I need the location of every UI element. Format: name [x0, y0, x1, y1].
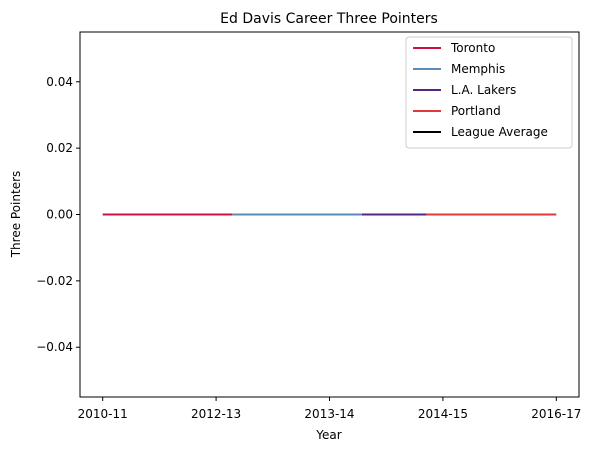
legend-frame: [405, 36, 573, 149]
x-tick-label: 2016-17: [531, 407, 581, 421]
x-tick-label: 2012-13: [191, 407, 241, 421]
plot-area-frame: [79, 31, 580, 398]
legend: Toronto Memphis L.A. Lakers Portland League …: [405, 36, 573, 149]
x-tick-label: 2010-11: [78, 407, 128, 421]
legend-label: Portland: [451, 104, 501, 118]
x-tick-label: 2014-15: [418, 407, 468, 421]
legend-entry: Portland: [413, 104, 501, 118]
x-axis-ticks: 2010-11 2012-13 2013-14 2014-15 2016-17: [78, 397, 581, 421]
chart-title: Ed Davis Career Three Pointers: [220, 11, 438, 27]
legend-label: L.A. Lakers: [451, 83, 516, 97]
legend-label: Memphis: [451, 62, 505, 76]
y-tick-label: 0.00: [46, 208, 73, 222]
y-axis-ticks: 0.04 0.02 0.00 −0.02 −0.04: [36, 75, 80, 354]
y-tick-label: 0.02: [46, 141, 73, 155]
y-tick-label: −0.02: [36, 274, 73, 288]
legend-entry: L.A. Lakers: [413, 83, 516, 97]
legend-label: League Average: [451, 125, 548, 139]
legend-entries: Toronto Memphis L.A. Lakers Portland League …: [413, 41, 548, 139]
legend-entry: League Average: [413, 125, 548, 139]
y-tick-label: 0.04: [46, 75, 73, 89]
legend-entry: Memphis: [413, 62, 505, 76]
x-tick-label: 2013-14: [304, 407, 354, 421]
legend-label: Toronto: [450, 41, 495, 55]
y-tick-label: −0.04: [36, 340, 73, 354]
y-axis-label: Three Pointers: [9, 171, 23, 259]
legend-entry: Toronto: [413, 41, 495, 55]
x-axis-label: Year: [315, 428, 341, 442]
